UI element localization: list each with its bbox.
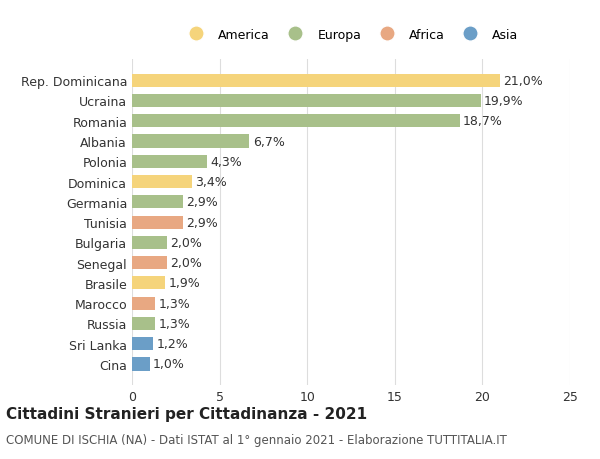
Text: 19,9%: 19,9% [484,95,524,108]
Legend: America, Europa, Africa, Asia: America, Europa, Africa, Asia [178,23,524,46]
Text: 1,3%: 1,3% [158,317,190,330]
Bar [132,236,167,249]
Bar [132,216,183,229]
Bar [132,317,155,330]
Text: 3,4%: 3,4% [195,176,227,189]
Text: 1,3%: 1,3% [158,297,190,310]
Bar [132,337,153,351]
Bar [132,176,191,189]
Bar [132,95,481,108]
Bar [132,156,208,168]
Bar [132,115,460,128]
Text: 1,9%: 1,9% [169,277,200,290]
Text: 21,0%: 21,0% [503,74,543,88]
Text: Cittadini Stranieri per Cittadinanza - 2021: Cittadini Stranieri per Cittadinanza - 2… [6,406,367,421]
Text: COMUNE DI ISCHIA (NA) - Dati ISTAT al 1° gennaio 2021 - Elaborazione TUTTITALIA.: COMUNE DI ISCHIA (NA) - Dati ISTAT al 1°… [6,433,507,446]
Bar [132,135,250,148]
Bar [132,358,149,371]
Text: 1,0%: 1,0% [153,358,185,371]
Text: 2,0%: 2,0% [170,236,202,249]
Bar [132,257,167,269]
Text: 18,7%: 18,7% [463,115,503,128]
Bar [132,74,500,88]
Text: 2,9%: 2,9% [187,196,218,209]
Text: 1,2%: 1,2% [157,337,188,350]
Bar [132,297,155,310]
Text: 2,9%: 2,9% [187,216,218,229]
Bar [132,277,165,290]
Text: 4,3%: 4,3% [211,156,242,168]
Text: 2,0%: 2,0% [170,257,202,269]
Bar [132,196,183,209]
Text: 6,7%: 6,7% [253,135,285,148]
